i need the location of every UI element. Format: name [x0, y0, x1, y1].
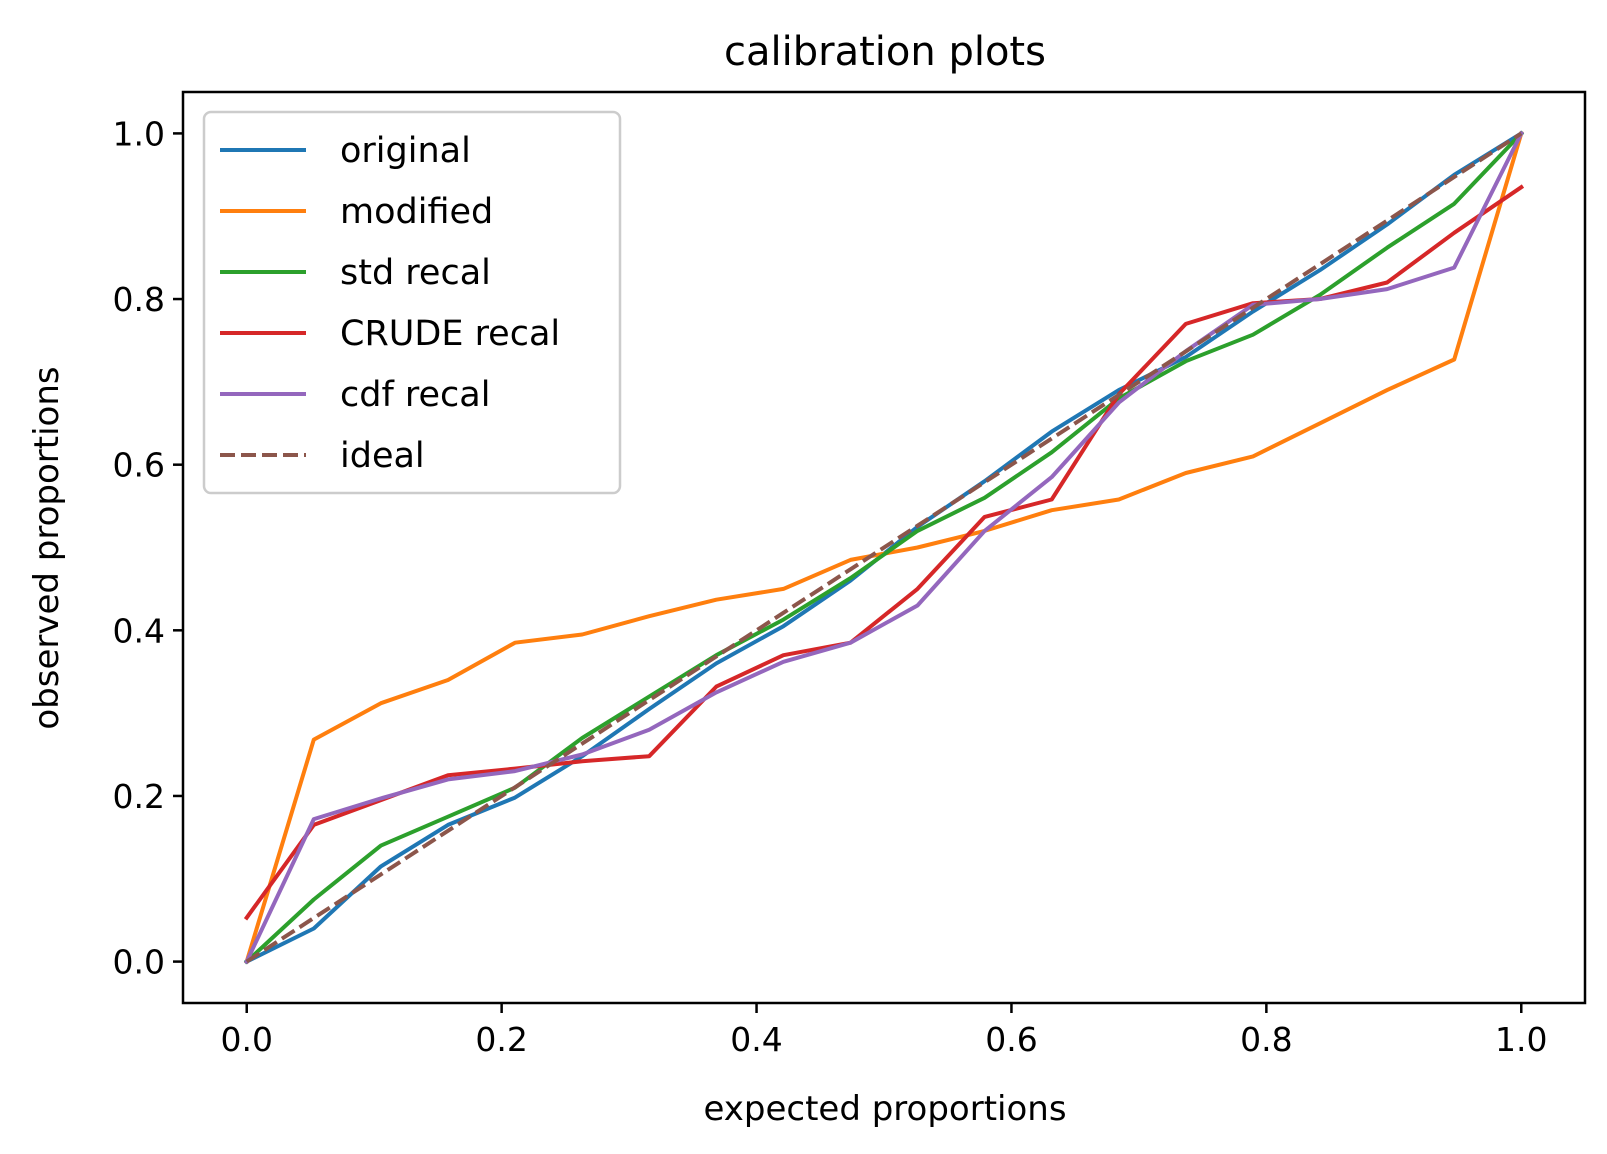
- x-tick-label: 0.8: [1240, 1020, 1292, 1059]
- y-tick-label: 0.4: [113, 611, 165, 650]
- legend-label-modified: modified: [340, 192, 493, 232]
- legend-label-ideal: ideal: [340, 436, 425, 476]
- x-tick-label: 1.0: [1495, 1020, 1547, 1059]
- legend: original modified std recal CRUDE recal cdf …: [202, 110, 622, 495]
- y-tick-label: 0.8: [113, 280, 165, 319]
- plot-area: [181, 90, 1587, 1005]
- x-tick-label: 0.2: [475, 1020, 527, 1059]
- series-line-cdf-recal: [244, 130, 1524, 965]
- legend-label-crude-recal: CRUDE recal: [340, 314, 560, 354]
- y-axis: 0.0 0.2 0.4 0.6 0.8 1.0: [113, 114, 183, 982]
- legend-label-original: original: [340, 131, 471, 171]
- legend-box: [202, 110, 622, 495]
- series-line-ideal: [245, 131, 1523, 964]
- y-tick-label: 0.0: [113, 943, 165, 982]
- legend-label-cdf-recal: cdf recal: [340, 375, 490, 415]
- y-tick-label: 1.0: [113, 114, 165, 153]
- x-axis: 0.0 0.2 0.4 0.6 0.8 1.0: [220, 1003, 1548, 1059]
- x-tick-label: 0.4: [730, 1020, 782, 1059]
- y-tick-label: 0.6: [113, 446, 165, 485]
- y-axis-label: observed proportions: [27, 366, 67, 729]
- x-axis-label: expected proportions: [703, 1089, 1066, 1129]
- y-tick-label: 0.2: [113, 777, 165, 816]
- chart-title: calibration plots: [724, 29, 1046, 75]
- series-layer: [243, 130, 1525, 965]
- legend-label-std-recal: std recal: [340, 253, 491, 293]
- plot-frame: [181, 90, 1587, 1005]
- x-tick-label: 0.0: [220, 1020, 272, 1059]
- x-tick-label: 0.6: [985, 1020, 1037, 1059]
